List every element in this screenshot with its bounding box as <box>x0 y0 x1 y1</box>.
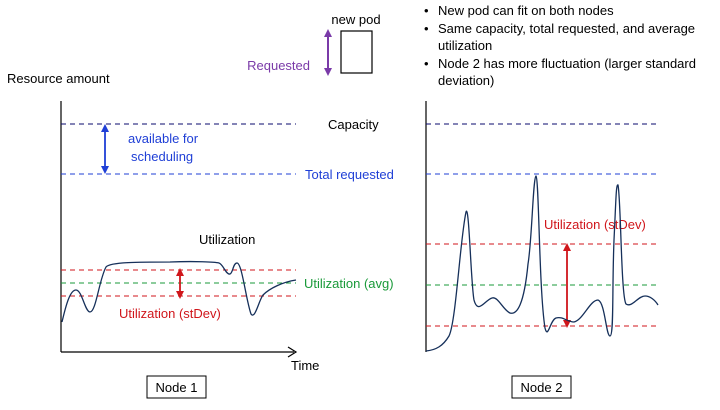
note-item: Node 2 has more fluctuation (larger stan… <box>420 55 716 89</box>
new-pod-box <box>340 30 373 74</box>
capacity-label: Capacity <box>328 117 379 132</box>
new-pod-label: new pod <box>331 12 380 27</box>
available-label-line2: scheduling <box>131 149 193 164</box>
resource-amount-label: Resource amount <box>7 71 110 86</box>
notes-list: New pod can fit on both nodes Same capac… <box>420 2 716 90</box>
node2-stdev-label: Utilization (stDev) <box>544 217 646 232</box>
node1-label-box <box>146 375 207 399</box>
total-requested-label: Total requested <box>305 167 394 182</box>
utilization-label: Utilization <box>199 232 255 247</box>
note-item: New pod can fit on both nodes <box>420 2 716 19</box>
time-label: Time <box>291 358 319 373</box>
node1-utilization-curve <box>61 260 297 323</box>
node1-label: Node 1 <box>156 380 198 395</box>
available-label-line1: available for <box>128 131 199 146</box>
note-item: Same capacity, total requested, and aver… <box>420 20 716 54</box>
node2-utilization-curve <box>425 175 659 352</box>
node2-label-box <box>511 375 572 399</box>
node1-x-axis-arrowhead <box>287 346 298 358</box>
node2-label: Node 2 <box>521 380 563 395</box>
utilization-avg-label: Utilization (avg) <box>304 276 394 291</box>
node1-stdev-label: Utilization (stDev) <box>119 306 221 321</box>
requested-label: Requested <box>247 58 310 73</box>
